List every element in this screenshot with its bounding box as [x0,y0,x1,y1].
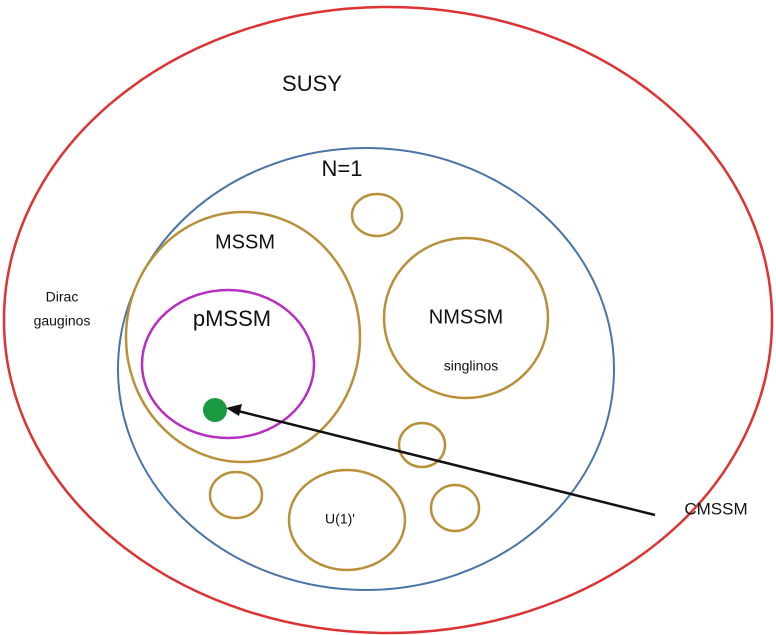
label: MSSM [215,231,275,253]
cmssm-dot [203,398,227,422]
nmssm-circle [382,236,550,400]
susy-circle [2,5,774,635]
label: U(1)' [325,511,355,527]
small-circle [429,483,481,533]
arrow-head [226,404,242,416]
pmssm-circle [140,288,316,440]
small-circle [350,192,404,238]
label: pMSSM [193,306,271,331]
arrow-line [237,409,656,517]
small-circle [397,421,447,469]
n1-circle [117,147,615,591]
label: SUSY [282,71,342,96]
mssm-circle [124,210,362,464]
label: gauginos [34,313,91,329]
label: Dirac [46,289,79,305]
label: singlinos [444,358,498,374]
label: CMSSM [684,499,747,518]
label: N=1 [322,156,363,181]
label: NMSSM [429,306,503,328]
small-circle [208,470,264,520]
u1-circle [287,468,407,572]
